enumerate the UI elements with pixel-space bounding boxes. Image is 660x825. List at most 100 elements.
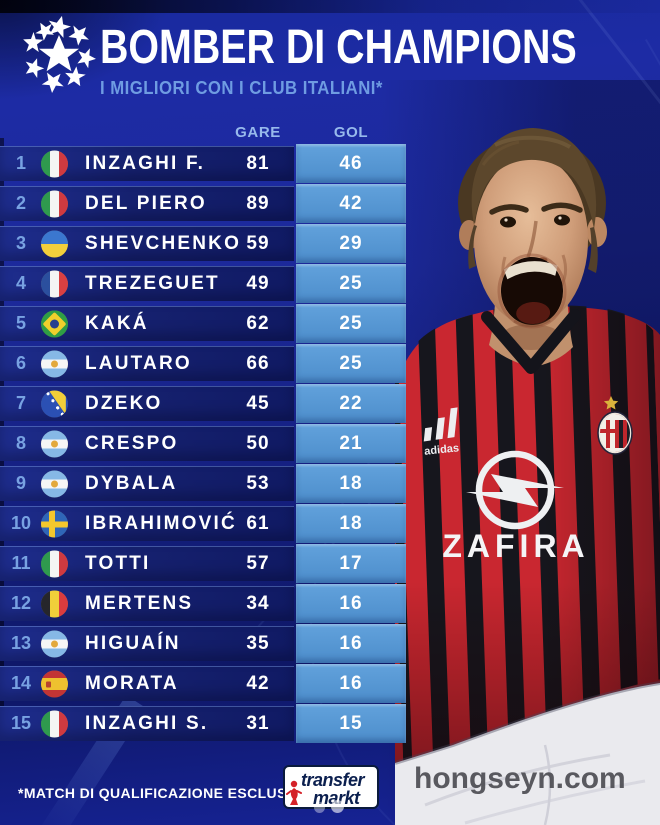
table-row: 8 CRESPO 50 21 [0, 424, 408, 463]
transfermarkt-logo-line1: transfer [301, 770, 365, 790]
jersey-collar [481, 309, 581, 374]
flag-italy-icon [41, 190, 68, 217]
player-name: TOTTI [85, 552, 151, 574]
column-headers: GARE GOL [0, 124, 408, 146]
games-value: 89 [246, 192, 270, 214]
page-title: BOMBER DI CHAMPIONS [100, 21, 577, 74]
games-value: 53 [246, 472, 270, 494]
header: BOMBER DI CHAMPIONS I MIGLIORI CON I CLU… [0, 0, 660, 110]
table-row: 2 DEL PIERO 89 42 [0, 184, 408, 223]
rank-number: 8 [15, 433, 26, 453]
player-name: TREZEGUET [85, 272, 220, 294]
goals-cell: 46 [296, 144, 406, 183]
flag-italy-icon [41, 550, 68, 577]
table-row: 6 LAUTARO 66 25 [0, 344, 408, 383]
games-value: 35 [246, 632, 270, 654]
player-name: IBRAHIMOVIĆ [85, 512, 237, 534]
player-name: KAKÁ [85, 312, 149, 334]
flag-france-icon [41, 270, 68, 297]
table-row: 11 TOTTI 57 17 [0, 544, 408, 583]
games-value: 50 [246, 432, 270, 454]
rank-number: 11 [11, 553, 31, 573]
player-name: DZEKO [85, 392, 163, 414]
flag-bosnia-herzegovina-icon [41, 390, 68, 417]
table-row: 14 MORATA 42 16 [0, 664, 408, 703]
table-row: 3 SHEVCHENKO 59 29 [0, 224, 408, 263]
flag-italy-icon [41, 150, 68, 177]
table-row: 5 KAKÁ 62 25 [0, 304, 408, 343]
rank-number: 15 [10, 713, 32, 733]
player-shorts [395, 681, 660, 825]
table-rows: 1 INZAGHI F. 81 46 2 DEL PIERO 89 42 3 S… [0, 144, 408, 743]
player-name: HIGUAÍN [85, 632, 181, 654]
flag-argentina-icon [41, 430, 68, 457]
table-row: 15 INZAGHI S. 31 15 [0, 704, 408, 743]
goals-cell: 15 [296, 704, 406, 743]
player-photo-illustration: adidas ZAFIRA [395, 128, 660, 825]
goals-cell: 22 [296, 384, 406, 423]
jersey-brand-text: adidas [424, 442, 460, 458]
games-value: 66 [246, 352, 270, 374]
player-name: INZAGHI S. [85, 712, 209, 734]
flag-argentina-icon [41, 350, 68, 377]
flag-argentina-icon [41, 630, 68, 657]
table-row: 4 TREZEGUET 49 25 [0, 264, 408, 303]
flag-brazil-icon [41, 310, 68, 337]
column-header-goals: GOL [333, 124, 369, 141]
adidas-logo-icon: adidas [424, 407, 460, 458]
table-row: 10 IBRAHIMOVIĆ 61 18 [0, 504, 408, 543]
player-name: DEL PIERO [85, 192, 207, 214]
goals-cell: 16 [296, 664, 406, 703]
games-value: 61 [246, 512, 270, 534]
games-value: 59 [246, 232, 270, 254]
jersey-sponsor-text: ZAFIRA [442, 528, 589, 564]
flag-italy-icon [41, 710, 68, 737]
flag-sweden-icon [41, 510, 68, 537]
watermark-text: hongseyn.com [414, 762, 626, 795]
table-row: 12 MERTENS 34 16 [0, 584, 408, 623]
games-value: 42 [246, 672, 270, 694]
page-subtitle: I MIGLIORI CON I CLUB ITALIANI* [100, 78, 383, 98]
rank-number: 5 [15, 313, 26, 333]
flag-ukraine-icon [41, 230, 68, 257]
flag-argentina-icon [41, 470, 68, 497]
goals-cell: 25 [296, 344, 406, 383]
flag-spain-icon [41, 670, 68, 697]
goals-cell: 18 [296, 464, 406, 503]
flag-belgium-icon [41, 590, 68, 617]
footnote: *MATCH DI QUALIFICAZIONE ESCLUSI [18, 785, 292, 801]
rank-number: 9 [15, 473, 26, 493]
games-value: 62 [246, 312, 270, 334]
transfermarkt-logo-line2: markt [313, 788, 360, 808]
column-header-games: GARE [235, 124, 281, 141]
rank-number: 3 [15, 233, 26, 253]
goals-cell: 25 [296, 264, 406, 303]
rank-number: 12 [10, 593, 32, 613]
player-name: INZAGHI F. [85, 152, 206, 174]
player-name: LAUTARO [85, 352, 192, 374]
player-head [458, 128, 607, 329]
player-name: MORATA [85, 672, 179, 694]
goals-cell: 42 [296, 184, 406, 223]
player-name: MERTENS [85, 592, 194, 614]
games-value: 45 [246, 392, 270, 414]
rank-number: 6 [15, 353, 26, 373]
rank-number: 2 [15, 193, 26, 213]
transfermarkt-figure-icon [286, 780, 302, 805]
player-name: CRESPO [85, 432, 179, 454]
games-value: 31 [246, 712, 270, 734]
goals-cell: 16 [296, 624, 406, 663]
table-row: 9 DYBALA 53 18 [0, 464, 408, 503]
games-value: 49 [246, 272, 270, 294]
pagination-dot [314, 802, 325, 813]
table-row: 7 DZEKO 45 22 [0, 384, 408, 423]
rank-number: 7 [15, 393, 26, 413]
ac-milan-badge-icon [597, 396, 633, 455]
scorers-table: GARE GOL 1 INZAGHI F. 81 46 2 DEL PIERO … [0, 124, 408, 746]
open-mouth [497, 253, 567, 329]
goals-cell: 29 [296, 224, 406, 263]
opel-logo-icon [466, 450, 564, 530]
goals-cell: 25 [296, 304, 406, 343]
games-value: 57 [246, 552, 270, 574]
